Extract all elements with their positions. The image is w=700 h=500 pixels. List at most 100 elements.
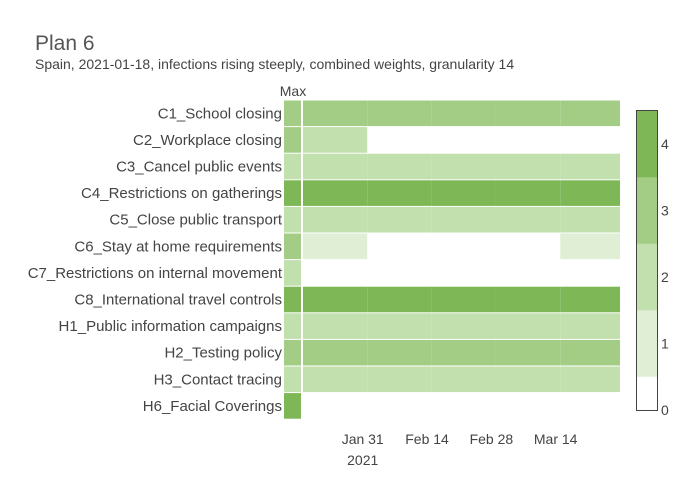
row-label: H2_Testing policy: [164, 345, 282, 362]
heatmap-cell: [495, 153, 561, 180]
x-axis: Jan 31 2021 Feb 14 Feb 28 Mar 14: [342, 431, 578, 468]
heatmap-row: H3_Contact tracing: [154, 366, 620, 393]
row-label: C8_International travel controls: [74, 292, 282, 309]
x-tick-sublabel: 2021: [347, 452, 378, 468]
row-label: H6_Facial Coverings: [143, 398, 282, 415]
heatmap-cell: [495, 100, 561, 127]
heatmap-cell: [560, 286, 620, 313]
heatmap-cell: [560, 339, 620, 366]
heatmap-row: H2_Testing policy: [164, 339, 620, 366]
heatmap-cell: [560, 366, 620, 393]
colorbar-band: [637, 177, 657, 244]
heatmap-cell: [560, 127, 620, 153]
colorbar-tick-label: 0: [661, 402, 669, 418]
colorbar: 0 1 2 3 4: [636, 110, 669, 418]
heatmap-cell: [303, 393, 368, 419]
heatmap-cell: [367, 393, 432, 419]
max-column-label: Max: [280, 83, 306, 99]
heatmap-cell: [367, 366, 432, 393]
x-tick-label: Jan 31: [342, 431, 384, 447]
heatmap-row: C6_Stay at home requirements: [74, 233, 620, 260]
heatmap-cell: [495, 180, 561, 206]
heatmap-row: C5_Close public transport: [109, 206, 620, 233]
heatmap-cell: [367, 100, 432, 127]
heatmap-cell: [367, 260, 432, 286]
heatmap-cell: [303, 153, 368, 180]
row-label: H1_Public information campaigns: [59, 318, 282, 335]
heatmap-cell: [495, 366, 561, 393]
heatmap-cell: [431, 127, 496, 153]
heatmap-rows: C1_School closing C2_Workplace closing C3_…: [28, 100, 620, 419]
heatmap-cell: [431, 366, 496, 393]
colorbar-band: [637, 111, 657, 178]
colorbar-band: [637, 310, 657, 377]
heatmap-cell: [431, 260, 496, 286]
heatmap-cell: [560, 100, 620, 127]
heatmap-cell: [367, 286, 432, 313]
heatmap-cell: [303, 260, 368, 286]
heatmap-row: C7_Restrictions on internal movement: [28, 260, 620, 286]
heatmap-cell: [431, 313, 496, 339]
heatmap-cell: [495, 127, 561, 153]
heatmap-cell: [560, 180, 620, 206]
max-cell: [284, 127, 301, 153]
heatmap-cell: [303, 206, 368, 233]
heatmap-row: C8_International travel controls: [74, 286, 620, 313]
heatmap-cell: [495, 393, 561, 419]
heatmap-cell: [431, 180, 496, 206]
heatmap-cell: [560, 260, 620, 286]
max-cell: [284, 260, 301, 286]
heatmap-cell: [303, 127, 368, 153]
heatmap-cell: [431, 286, 496, 313]
heatmap-cell: [495, 260, 561, 286]
heatmap-cell: [560, 233, 620, 260]
heatmap-cell: [431, 100, 496, 127]
heatmap-cell: [367, 313, 432, 339]
row-label: C6_Stay at home requirements: [74, 238, 282, 255]
heatmap-row: C2_Workplace closing: [133, 127, 620, 153]
heatmap-cell: [303, 180, 368, 206]
heatmap-cell: [367, 153, 432, 180]
heatmap-row: C1_School closing: [158, 100, 620, 127]
row-label: C5_Close public transport: [109, 212, 282, 229]
max-cell: [284, 180, 301, 206]
row-label: C2_Workplace closing: [133, 132, 282, 149]
heatmap-cell: [495, 206, 561, 233]
heatmap-cell: [367, 180, 432, 206]
heatmap-cell: [431, 339, 496, 366]
max-cell: [284, 233, 301, 260]
heatmap-cell: [431, 153, 496, 180]
x-tick-label: Feb 14: [405, 431, 449, 447]
max-cell: [284, 206, 301, 233]
heatmap-row: H6_Facial Coverings: [143, 393, 620, 419]
heatmap-cell: [303, 286, 368, 313]
heatmap-cell: [431, 206, 496, 233]
heatmap-row: C4_Restrictions on gatherings: [81, 180, 620, 206]
colorbar-outline: [636, 110, 658, 411]
heatmap-cell: [367, 339, 432, 366]
heatmap-cell: [431, 393, 496, 419]
row-label: H3_Contact tracing: [154, 371, 282, 388]
colorbar-tick-label: 3: [661, 203, 669, 219]
max-cell: [284, 366, 301, 393]
heatmap-cell: [303, 313, 368, 339]
max-cell: [284, 286, 301, 313]
heatmap-cell: [495, 313, 561, 339]
heatmap-cell: [303, 100, 368, 127]
heatmap-cell: [367, 127, 432, 153]
x-tick-label: Feb 28: [470, 431, 514, 447]
row-label: C4_Restrictions on gatherings: [81, 185, 282, 202]
heatmap-cell: [560, 206, 620, 233]
chart-title: Plan 6: [35, 32, 95, 55]
row-label: C1_School closing: [158, 105, 282, 122]
max-cell: [284, 100, 301, 127]
row-label: C3_Cancel public events: [116, 159, 282, 176]
heatmap-cell: [367, 233, 432, 260]
heatmap-cell: [560, 313, 620, 339]
max-cell: [284, 339, 301, 366]
max-cell: [284, 313, 301, 339]
heatmap-cell: [303, 339, 368, 366]
max-cell: [284, 393, 301, 419]
heatmap-row: H1_Public information campaigns: [59, 313, 620, 339]
colorbar-tick-label: 2: [661, 269, 669, 285]
